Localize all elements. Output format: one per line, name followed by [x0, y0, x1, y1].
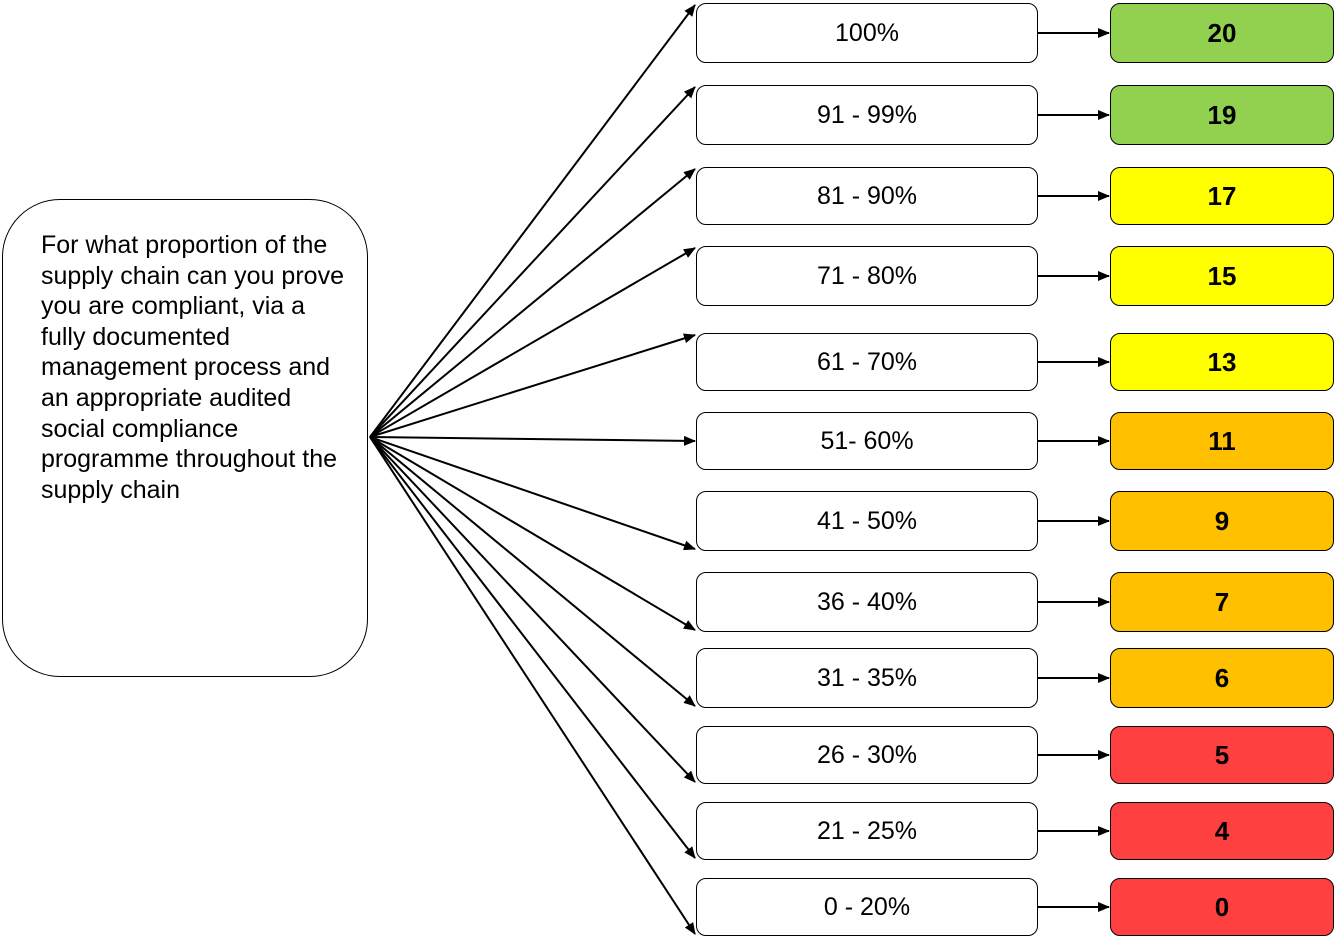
range-option: 100% [696, 3, 1038, 63]
range-option: 31 - 35% [696, 648, 1038, 708]
range-option: 71 - 80% [696, 246, 1038, 306]
fan-arrow [369, 436, 696, 707]
range-option: 61 - 70% [696, 333, 1038, 391]
range-option: 26 - 30% [696, 726, 1038, 784]
fan-arrow [369, 436, 696, 859]
fan-arrow [369, 435, 696, 446]
fan-arrow [369, 436, 696, 783]
score-badge: 13 [1110, 333, 1334, 391]
fan-arrow [369, 333, 696, 438]
score-badge: 7 [1110, 572, 1334, 632]
score-badge: 9 [1110, 491, 1334, 551]
score-badge: 19 [1110, 85, 1334, 145]
fan-arrow [369, 168, 696, 438]
fan-arrow [369, 86, 696, 438]
fan-arrow [369, 436, 696, 551]
score-badge: 0 [1110, 878, 1334, 936]
range-option: 36 - 40% [696, 572, 1038, 632]
score-badge: 15 [1110, 246, 1334, 306]
score-badge: 6 [1110, 648, 1334, 708]
range-option: 81 - 90% [696, 167, 1038, 225]
fan-arrow [369, 247, 696, 438]
question-box: For what proportion of the supply chain … [2, 199, 368, 677]
range-option: 91 - 99% [696, 85, 1038, 145]
range-option: 51- 60% [696, 412, 1038, 470]
fan-arrow [369, 436, 696, 935]
score-badge: 4 [1110, 802, 1334, 860]
range-option: 21 - 25% [696, 802, 1038, 860]
score-badge: 17 [1110, 167, 1334, 225]
score-badge: 5 [1110, 726, 1334, 784]
fan-arrow [369, 436, 696, 631]
fan-arrow [369, 4, 696, 438]
score-badge: 11 [1110, 412, 1334, 470]
range-option: 41 - 50% [696, 491, 1038, 551]
score-badge: 20 [1110, 3, 1334, 63]
range-option: 0 - 20% [696, 878, 1038, 936]
question-text: For what proportion of the supply chain … [41, 231, 344, 504]
